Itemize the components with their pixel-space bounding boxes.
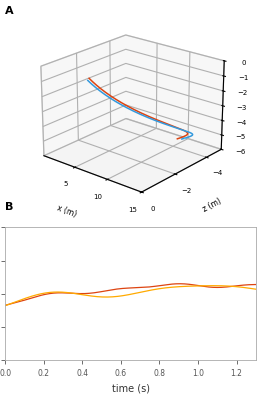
X-axis label: x (m): x (m) <box>55 203 77 219</box>
Y-axis label: z (m): z (m) <box>201 196 223 214</box>
Text: B: B <box>5 202 14 212</box>
X-axis label: time (s): time (s) <box>111 384 150 394</box>
Text: A: A <box>5 6 14 16</box>
